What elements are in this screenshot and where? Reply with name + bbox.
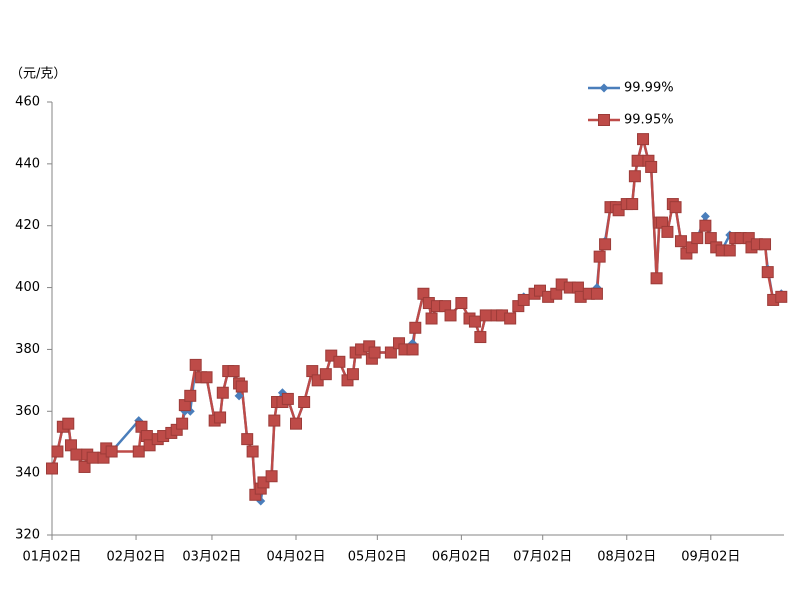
marker [626,198,639,211]
marker [650,272,663,285]
marker [214,411,227,424]
marker [700,211,710,221]
marker [86,451,99,464]
marker [176,417,189,430]
marker [78,460,91,473]
x-tick-label: 05月02日 [348,550,407,565]
marker [51,445,64,458]
marker [216,386,229,399]
y-tick-label: 320 [15,528,40,543]
marker [590,287,603,300]
x-tick-label: 08月02日 [597,550,656,565]
marker [325,349,338,362]
marker [645,160,658,173]
marker [281,392,294,405]
marker [599,238,612,251]
marker [661,225,674,238]
marker [234,391,244,401]
y-tick-label: 440 [15,156,40,171]
marker [319,368,332,381]
y-tick-label: 420 [15,218,40,233]
x-tick-label: 02月02日 [106,550,165,565]
x-tick-label: 06月02日 [432,550,491,565]
marker [637,133,650,146]
marker [368,346,381,359]
marker [333,355,346,368]
marker [235,380,248,393]
marker [775,290,788,303]
marker [761,266,774,279]
marker [444,309,457,322]
marker [105,445,118,458]
marker [257,476,270,489]
legend-marker [599,83,609,93]
marker [474,331,487,344]
marker [628,170,641,183]
marker [227,365,240,378]
marker [246,445,259,458]
marker [406,343,419,356]
x-tick-label: 07月02日 [513,550,572,565]
marker [455,297,468,310]
marker [479,309,492,322]
y-axis-label: （元/克） [10,67,66,82]
x-tick-label: 03月02日 [182,550,241,565]
marker [241,433,254,446]
marker [759,238,772,251]
marker [517,293,530,306]
marker [691,232,704,245]
marker [669,201,682,214]
y-tick-label: 400 [15,280,40,295]
marker [265,470,278,483]
y-tick-label: 380 [15,342,40,357]
marker [184,389,197,402]
marker [593,250,606,263]
marker [290,417,302,430]
marker [70,448,83,461]
marker [612,204,625,217]
marker [346,368,359,381]
marker [674,235,687,248]
x-tick-label: 01月02日 [22,550,81,565]
legend-marker [598,114,610,126]
marker [699,219,712,232]
marker [200,371,213,384]
marker [46,462,58,475]
marker [425,312,438,325]
marker [62,417,75,430]
marker [504,312,517,325]
marker [409,321,422,334]
x-tick-label: 04月02日 [266,550,325,565]
marker [311,374,324,387]
marker [132,445,145,458]
y-tick-label: 340 [15,466,40,481]
legend-label: 99.99% [624,81,674,96]
marker [384,346,397,359]
marker [468,315,481,328]
legend-label: 99.95% [624,113,674,128]
x-tick-label: 09月02日 [681,550,740,565]
y-tick-label: 460 [15,95,40,110]
marker [143,439,156,452]
marker [631,154,644,167]
marker [723,244,736,257]
marker [189,358,202,371]
y-tick-label: 360 [15,404,40,419]
marker [268,414,281,427]
marker [534,284,546,297]
marker [298,396,311,409]
